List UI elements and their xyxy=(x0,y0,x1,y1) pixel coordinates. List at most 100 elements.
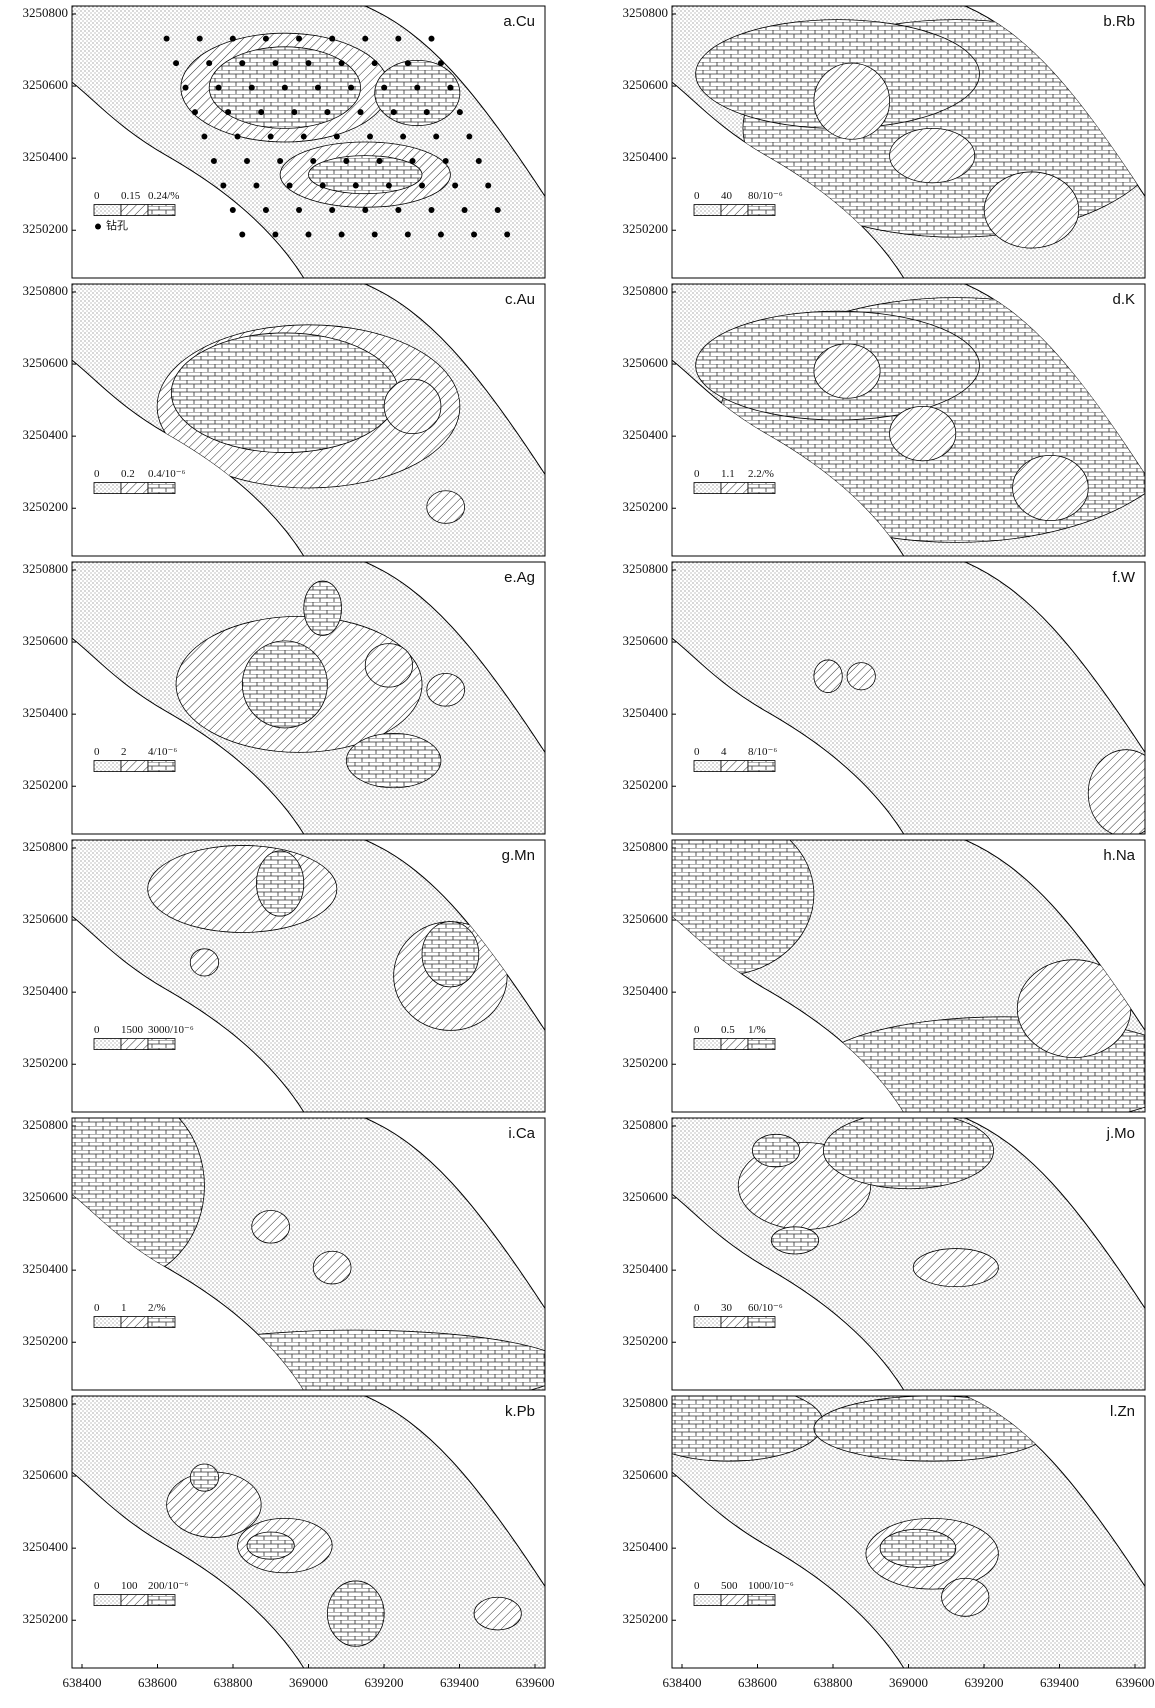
y-tick-label: 3250200 xyxy=(23,1055,69,1070)
y-tick-label: 3250800 xyxy=(23,1395,69,1410)
y-tick-label: 3250600 xyxy=(23,633,69,648)
drill-hole xyxy=(277,158,283,164)
drill-hole xyxy=(386,183,392,189)
drill-hole xyxy=(410,158,416,164)
y-tick-label: 3250600 xyxy=(623,1467,669,1482)
drill-hole xyxy=(395,36,401,42)
map-content xyxy=(72,6,545,278)
drill-hole xyxy=(239,231,245,237)
anomaly-zone xyxy=(304,581,342,635)
drill-hole xyxy=(485,183,491,189)
legend-label: 8/10⁻⁶ xyxy=(748,746,777,758)
drill-hole xyxy=(287,183,293,189)
drill-hole xyxy=(291,109,297,115)
panel-title: b.Rb xyxy=(1103,13,1135,30)
drill-hole xyxy=(372,60,378,66)
legend-label: 0 xyxy=(94,1302,100,1314)
legend-label: 40 xyxy=(721,190,733,202)
y-tick-label: 3250200 xyxy=(23,777,69,792)
drill-hole xyxy=(471,231,477,237)
legend-swatch xyxy=(94,761,121,772)
drill-hole xyxy=(405,60,411,66)
anomaly-zone xyxy=(309,156,423,194)
map-content xyxy=(72,1396,545,1668)
legend-swatch xyxy=(121,483,148,494)
y-tick-label: 3250200 xyxy=(623,221,669,236)
panel-title: a.Cu xyxy=(503,13,535,30)
legend-label: 0.4/10⁻⁶ xyxy=(148,468,186,480)
y-tick-label: 3250600 xyxy=(623,355,669,370)
drill-hole xyxy=(239,60,245,66)
y-tick-label: 3250800 xyxy=(23,1117,69,1132)
drill-hole xyxy=(438,60,444,66)
legend-swatch xyxy=(121,1039,148,1050)
drill-hole xyxy=(164,36,170,42)
legend-label: 3000/10⁻⁶ xyxy=(148,1024,194,1036)
drill-hole xyxy=(268,134,274,140)
anomaly-zone xyxy=(190,1464,218,1491)
drill-hole xyxy=(334,134,340,140)
panel-title: g.Mn xyxy=(502,847,535,864)
anomaly-zone xyxy=(625,813,814,976)
drill-hole xyxy=(495,207,501,213)
y-tick-label: 3250600 xyxy=(23,911,69,926)
drill-hole xyxy=(296,207,302,213)
legend-swatch xyxy=(94,205,121,216)
legend-label: 1/% xyxy=(748,1024,766,1036)
drill-hole xyxy=(206,60,212,66)
legend-label: 0 xyxy=(694,1024,700,1036)
drill-hole xyxy=(443,158,449,164)
y-tick-label: 3250400 xyxy=(23,983,69,998)
anomaly-zone xyxy=(365,644,412,688)
legend-label: 0 xyxy=(94,468,100,480)
legend-swatch xyxy=(148,483,175,494)
legend-label: 0 xyxy=(694,1580,700,1592)
anomaly-zone xyxy=(143,1330,569,1406)
map-content xyxy=(672,6,1155,278)
drill-hole xyxy=(414,85,420,91)
drill-hole xyxy=(462,207,468,213)
y-tick-label: 3250800 xyxy=(623,561,669,576)
drill-hole xyxy=(324,109,330,115)
drill-hole xyxy=(381,85,387,91)
drill-hole xyxy=(315,85,321,91)
study-area xyxy=(672,562,1145,834)
anomaly-zone xyxy=(327,1581,384,1646)
legend-swatch xyxy=(94,1595,121,1606)
legend-label: 30 xyxy=(721,1302,733,1314)
y-tick-label: 3250800 xyxy=(23,5,69,20)
y-tick-label: 3250200 xyxy=(23,499,69,514)
y-tick-label: 3250600 xyxy=(623,1189,669,1204)
y-tick-label: 3250400 xyxy=(623,983,669,998)
y-tick-label: 3250200 xyxy=(23,1611,69,1626)
anomaly-zone xyxy=(171,333,398,453)
drill-hole xyxy=(428,207,434,213)
legend-swatch xyxy=(694,1039,721,1050)
drill-hole xyxy=(225,109,231,115)
drill-hole xyxy=(230,36,236,42)
legend-swatch xyxy=(748,1317,775,1328)
legend-label: 0.2 xyxy=(121,468,135,480)
anomaly-zone xyxy=(247,1532,294,1559)
y-tick-label: 3250400 xyxy=(623,705,669,720)
drill-hole xyxy=(476,158,482,164)
legend-label: 60/10⁻⁶ xyxy=(748,1302,783,1314)
map-content xyxy=(634,1385,1145,1668)
anomaly-zone xyxy=(814,660,842,693)
drill-hole xyxy=(343,158,349,164)
drill-hole xyxy=(249,85,255,91)
drill-hole xyxy=(362,207,368,213)
drill-hole xyxy=(263,207,269,213)
legend-label: 2/% xyxy=(148,1302,166,1314)
drill-hole xyxy=(258,109,264,115)
legend-swatch xyxy=(94,483,121,494)
y-tick-label: 3250400 xyxy=(23,149,69,164)
anomaly-zone xyxy=(880,1529,956,1567)
legend-label: 1.1 xyxy=(721,468,735,480)
drill-hole xyxy=(362,36,368,42)
drill-hole xyxy=(447,85,453,91)
